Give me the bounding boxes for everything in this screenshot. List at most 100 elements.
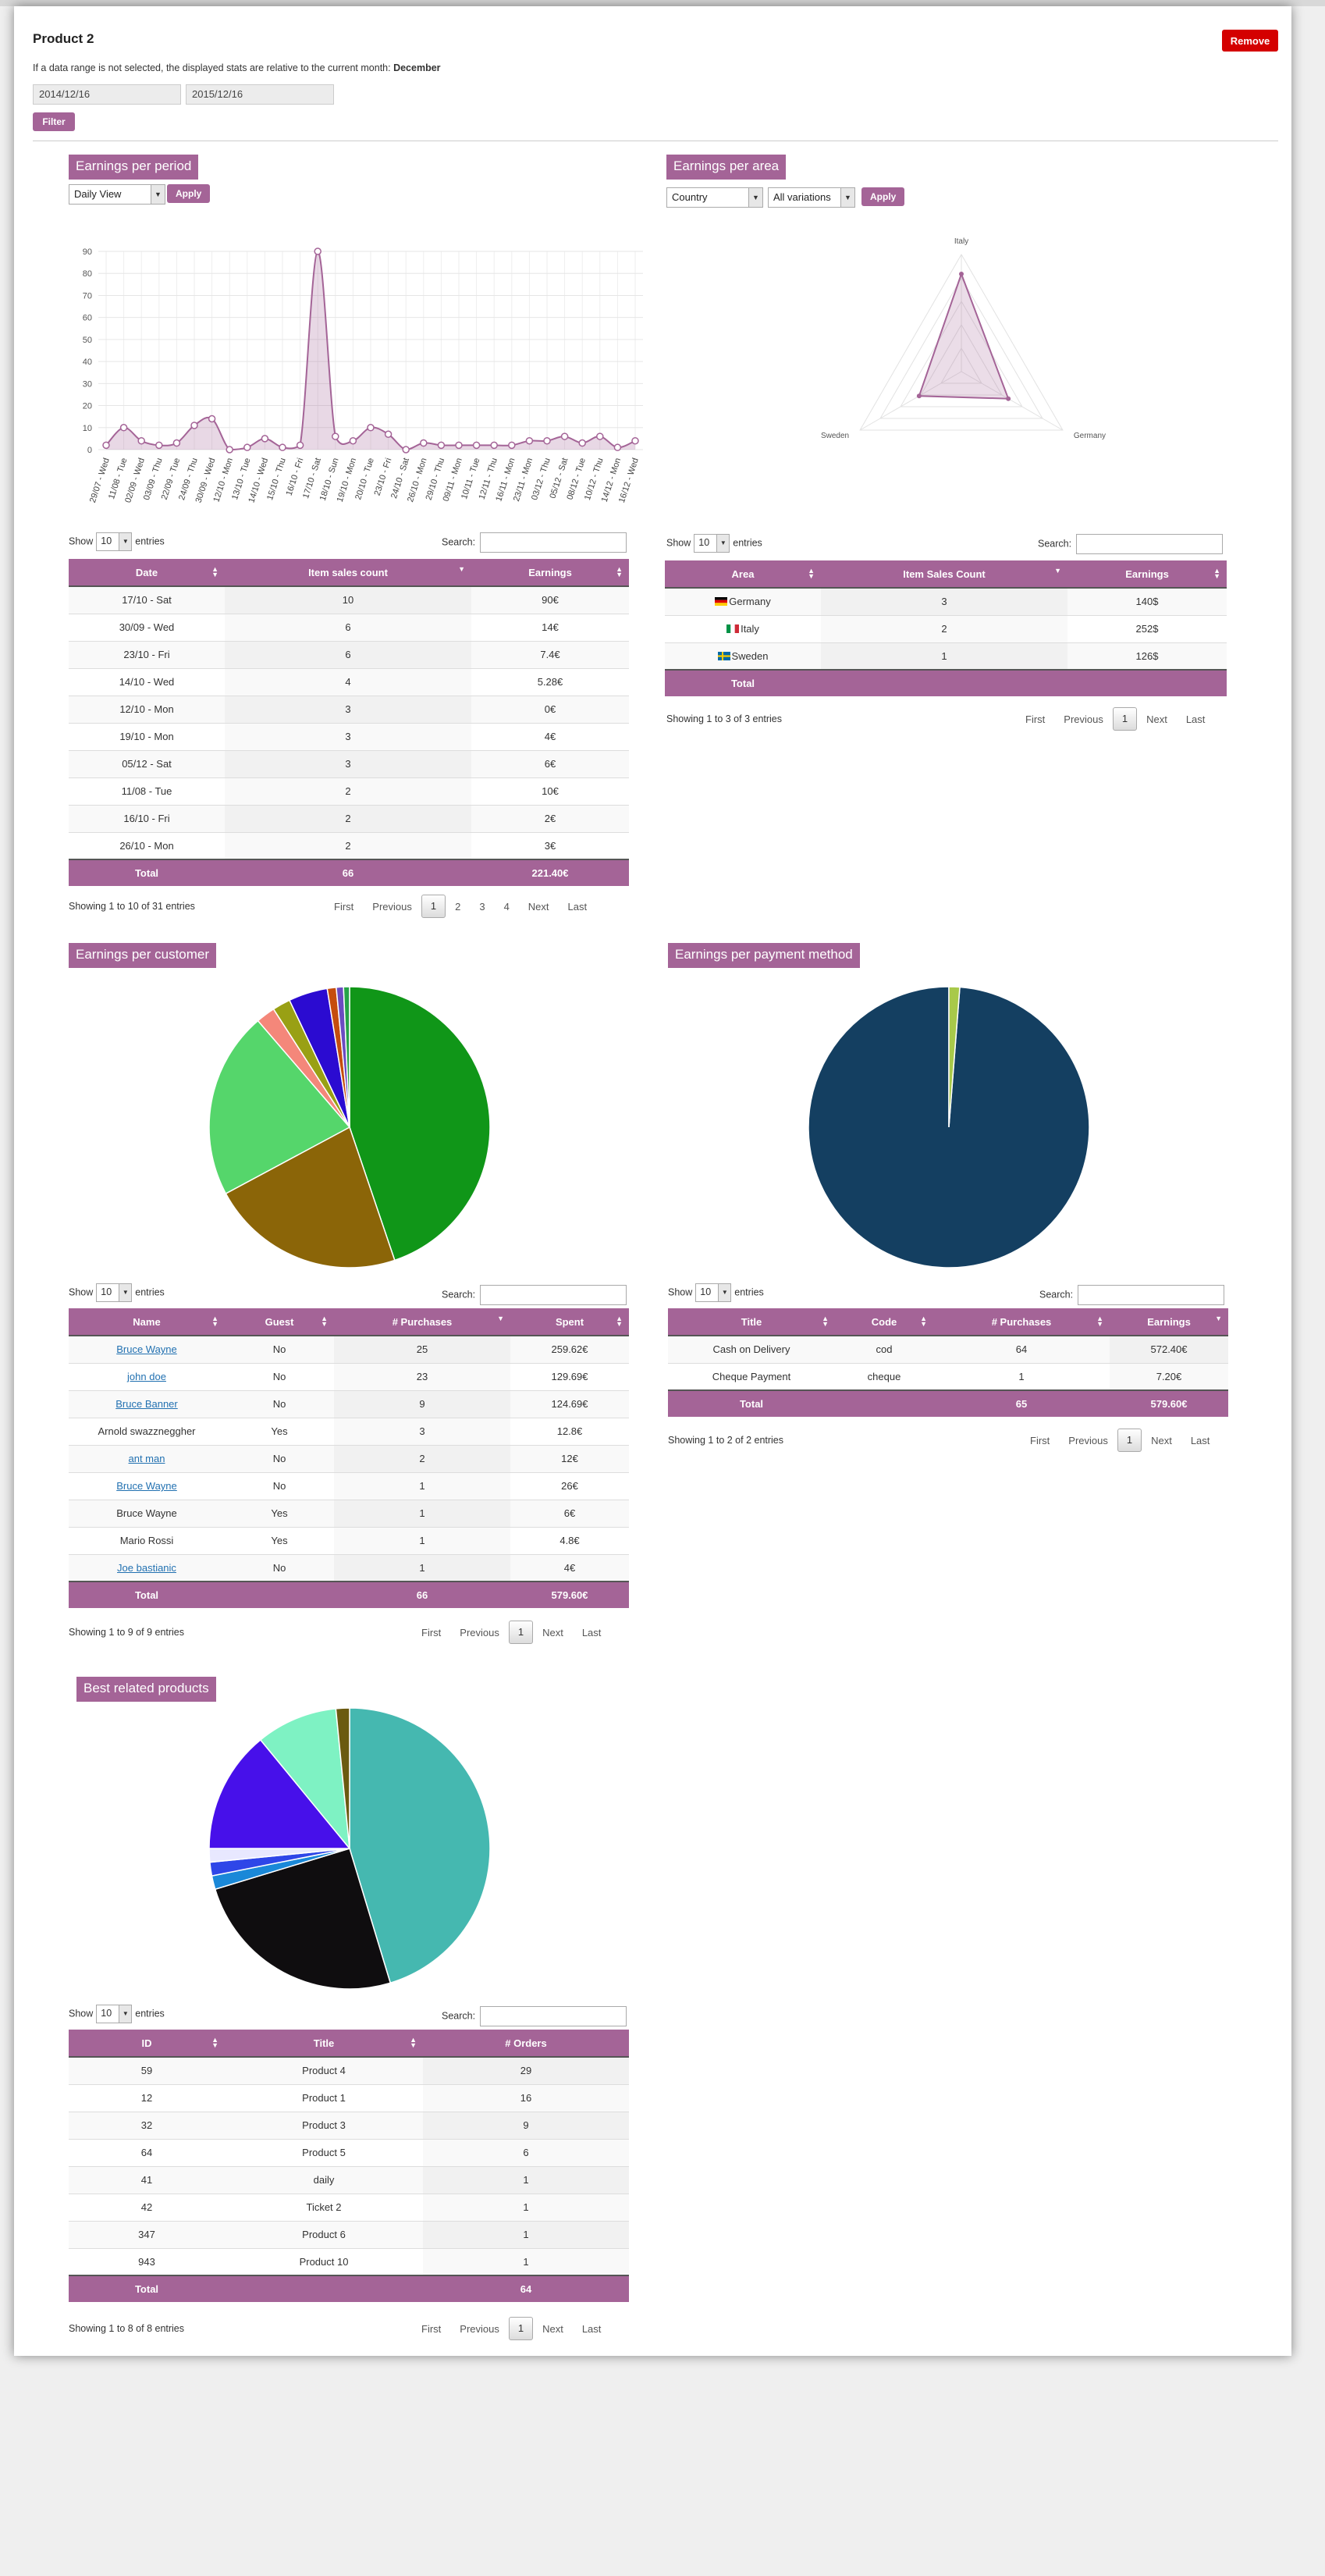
remove-button[interactable]: Remove xyxy=(1222,30,1278,52)
filter-button[interactable]: Filter xyxy=(33,112,75,131)
col-guest[interactable]: Guest ▲ ▼ xyxy=(225,1308,334,1336)
col-name[interactable]: Name ▲ ▼ xyxy=(69,1308,225,1336)
cell-area: Germany xyxy=(665,587,821,615)
page-1-button[interactable]: 1 xyxy=(508,2317,534,2340)
customer-length-select[interactable]: 10 ▼ xyxy=(96,1283,133,1302)
cell-guest: No xyxy=(225,1444,334,1472)
view-select[interactable]: Daily View ▼ xyxy=(69,184,165,205)
area-length-select[interactable]: 10 ▼ xyxy=(694,534,730,553)
area-search-input[interactable] xyxy=(1076,534,1224,554)
col-purchases[interactable]: # Purchases ▼ xyxy=(334,1308,510,1336)
next-button[interactable]: Next xyxy=(542,2322,563,2335)
col-purchases[interactable]: # Purchases ▲ ▼ xyxy=(933,1308,1110,1336)
table-row: 05/12 - Sat 3 6€ xyxy=(69,749,629,777)
data-point xyxy=(137,436,145,445)
customer-link[interactable]: Bruce Wayne xyxy=(116,1343,177,1356)
previous-button[interactable]: Previous xyxy=(1064,713,1103,725)
data-point xyxy=(508,441,516,450)
cell-id: 42 xyxy=(69,2193,225,2221)
table-row: Bruce Banner No 9 124.69€ xyxy=(69,1389,629,1418)
payment-heading: Earnings per payment method xyxy=(668,943,860,968)
period-apply-button[interactable]: Apply xyxy=(167,184,211,203)
page-1-button[interactable]: 1 xyxy=(508,1621,534,1644)
data-point xyxy=(578,439,586,447)
first-button[interactable]: First xyxy=(1030,1434,1050,1446)
col-area[interactable]: Area ▲ ▼ xyxy=(665,560,821,589)
col-earnings[interactable]: Earnings ▼ xyxy=(1110,1308,1228,1336)
col-orders[interactable]: # Orders xyxy=(423,2030,629,2058)
page-1-button[interactable]: 1 xyxy=(1117,1429,1142,1452)
related-length-select[interactable]: 10 ▼ xyxy=(96,2005,133,2023)
next-button[interactable]: Next xyxy=(1151,1434,1172,1446)
show-label: Show xyxy=(666,537,691,549)
previous-button[interactable]: Previous xyxy=(372,900,412,913)
previous-button[interactable]: Previous xyxy=(460,2322,499,2335)
cell-earnings: 7.4€ xyxy=(471,640,629,668)
last-button[interactable]: Last xyxy=(567,900,588,913)
variation-select[interactable]: All variations ▼ xyxy=(768,187,855,208)
col-item-sales[interactable]: Item sales count ▼ xyxy=(225,559,471,587)
col-title[interactable]: Title ▲ ▼ xyxy=(225,2030,423,2058)
table-row: 30/09 - Wed 6 14€ xyxy=(69,613,629,641)
col-earnings[interactable]: Earnings ▲ ▼ xyxy=(471,559,629,587)
page-2-button[interactable]: 2 xyxy=(455,900,461,913)
y-tick-label: 50 xyxy=(83,336,92,345)
col-label: # Orders xyxy=(505,2037,547,2049)
col-title[interactable]: Title ▲ ▼ xyxy=(668,1308,835,1336)
last-button[interactable]: Last xyxy=(1185,713,1206,725)
first-button[interactable]: First xyxy=(421,1626,442,1638)
col-label: Earnings xyxy=(1125,568,1169,580)
previous-button[interactable]: Previous xyxy=(1068,1434,1108,1446)
related-search-input[interactable] xyxy=(480,2006,627,2026)
pie-slice xyxy=(335,1707,350,1849)
col-code[interactable]: Code ▲ ▼ xyxy=(835,1308,933,1336)
first-button[interactable]: First xyxy=(334,900,354,913)
customer-link[interactable]: Joe bastianic xyxy=(117,1561,176,1574)
previous-button[interactable]: Previous xyxy=(460,1626,499,1638)
customer-link[interactable]: john doe xyxy=(127,1371,166,1382)
next-button[interactable]: Next xyxy=(1146,713,1167,725)
first-button[interactable]: First xyxy=(421,2322,442,2335)
page-4-button[interactable]: 4 xyxy=(503,900,510,913)
last-button[interactable]: Last xyxy=(1190,1434,1210,1446)
cell-title: Product 4 xyxy=(225,2056,423,2084)
customer-link[interactable]: Bruce Banner xyxy=(115,1398,178,1410)
date-to-input[interactable]: 2015/12/16 xyxy=(186,84,334,105)
next-button[interactable]: Next xyxy=(528,900,549,913)
last-button[interactable]: Last xyxy=(581,1626,602,1638)
col-date[interactable]: Date ▲ ▼ xyxy=(69,559,225,587)
page-3-button[interactable]: 3 xyxy=(479,900,485,913)
period-heading: Earnings per period xyxy=(69,155,199,180)
next-button[interactable]: Next xyxy=(542,1626,563,1638)
col-spent[interactable]: Spent ▲ ▼ xyxy=(510,1308,629,1336)
last-button[interactable]: Last xyxy=(581,2322,602,2335)
pie-slice xyxy=(349,986,491,1261)
cell-guest: Yes xyxy=(225,1499,334,1527)
cell-orders: 9 xyxy=(423,2111,629,2139)
date-from-input[interactable]: 2014/12/16 xyxy=(33,84,181,105)
customer-link[interactable]: Bruce Wayne xyxy=(116,1480,177,1492)
table-row: Italy 2 252$ xyxy=(665,614,1227,642)
payment-length-select[interactable]: 10 ▼ xyxy=(695,1283,732,1302)
customer-search-input[interactable] xyxy=(480,1285,627,1305)
col-earnings[interactable]: Earnings ▲ ▼ xyxy=(1067,560,1227,589)
page-1-button[interactable]: 1 xyxy=(421,895,446,918)
payment-search-input[interactable] xyxy=(1078,1285,1225,1305)
page-1-button[interactable]: 1 xyxy=(1112,707,1138,731)
chart-grid xyxy=(98,251,643,450)
payment-pagination: First Previous 1 Next Last xyxy=(1021,1429,1219,1452)
col-label: Code xyxy=(871,1315,897,1328)
area-apply-button[interactable]: Apply xyxy=(861,187,905,206)
country-select[interactable]: Country ▼ xyxy=(666,187,763,208)
cell-date: 26/10 - Mon xyxy=(69,831,225,859)
col-id[interactable]: ID ▲ ▼ xyxy=(69,2030,225,2058)
first-button[interactable]: First xyxy=(1025,713,1046,725)
period-length-select[interactable]: 10 ▼ xyxy=(96,532,133,551)
customer-link[interactable]: ant man xyxy=(128,1453,165,1464)
length-value: 10 xyxy=(698,537,710,548)
col-item-sales[interactable]: Item Sales Count ▼ xyxy=(821,560,1067,589)
period-search-input[interactable] xyxy=(480,532,627,553)
length-value: 10 xyxy=(700,1286,712,1297)
chevron-down-icon: ▼ xyxy=(716,535,730,552)
